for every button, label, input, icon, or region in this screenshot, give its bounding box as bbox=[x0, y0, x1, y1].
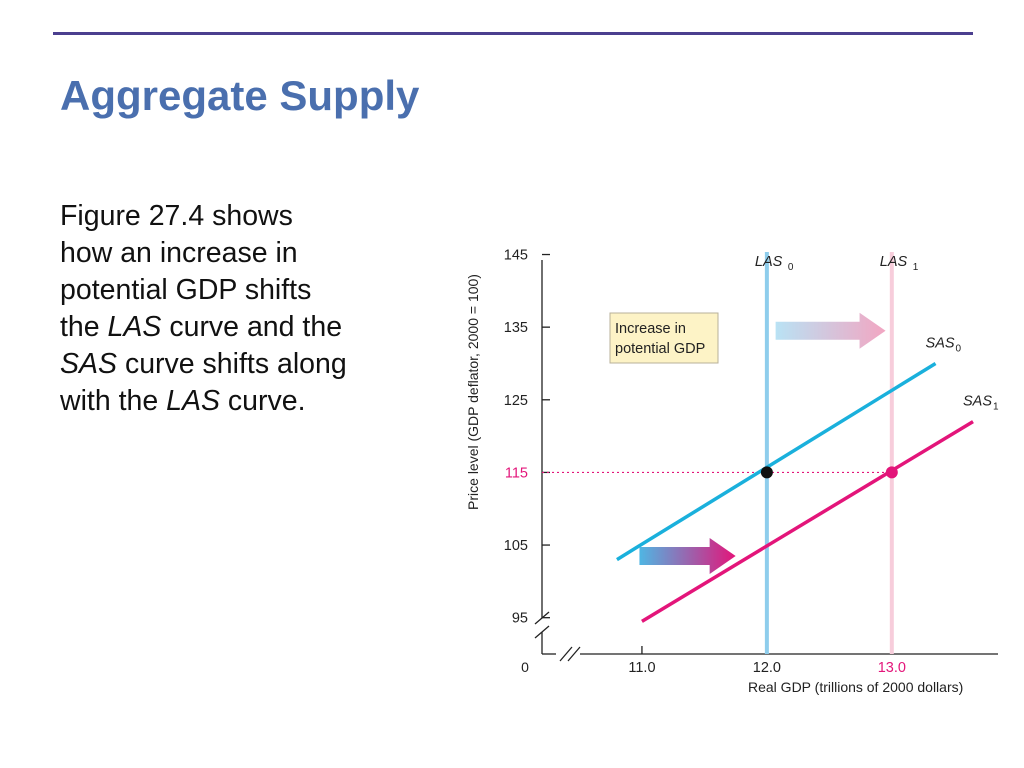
y-axis: 95 105 115 125 135 145 bbox=[504, 248, 550, 654]
las-label: LAS bbox=[880, 254, 908, 270]
equilibrium-points bbox=[760, 466, 898, 479]
y-tick-label: 145 bbox=[504, 248, 528, 264]
equilibrium-point bbox=[760, 466, 773, 479]
las-term: LAS bbox=[107, 311, 162, 343]
shift-arrow bbox=[639, 537, 736, 574]
las-curves: LAS 0 LAS 1 bbox=[755, 252, 919, 654]
body-text-span: with the bbox=[60, 385, 167, 417]
origin-label: 0 bbox=[521, 659, 529, 675]
sas-line bbox=[616, 361, 937, 562]
y-tick-label: 95 bbox=[512, 611, 528, 627]
annotation-line-2: potential GDP bbox=[615, 341, 705, 357]
sas-line bbox=[641, 420, 974, 623]
sas-term: SAS bbox=[60, 348, 118, 380]
x-tick-label: 13.0 bbox=[878, 660, 906, 676]
y-tick-label: 135 bbox=[504, 320, 528, 336]
y-tick-label: 105 bbox=[504, 538, 528, 554]
sas-label: SAS bbox=[963, 394, 992, 410]
annotation-line-1: Increase in bbox=[615, 321, 686, 337]
body-text-span: the bbox=[60, 311, 108, 343]
top-rule bbox=[53, 32, 973, 35]
slide-title: Aggregate Supply bbox=[60, 72, 420, 119]
x-axis: 11.0 12.0 13.0 bbox=[542, 646, 998, 676]
shift-arrows bbox=[639, 312, 886, 574]
body-line-5: SAS curve shifts along bbox=[60, 346, 420, 383]
y-axis-break-mark bbox=[534, 625, 550, 639]
body-text-span: curve. bbox=[220, 385, 306, 417]
x-axis-label: Real GDP (trillions of 2000 dollars) bbox=[748, 679, 963, 695]
body-line-6: with the LAS curve. bbox=[60, 383, 420, 420]
body-line-4: the LAS curve and the bbox=[60, 309, 420, 346]
las-term: LAS bbox=[166, 385, 221, 417]
annotation-box: Increase in potential GDP bbox=[609, 312, 719, 364]
x-axis-break-mark bbox=[559, 646, 573, 662]
body-text-span: curve and the bbox=[161, 311, 343, 343]
x-tick-label: 12.0 bbox=[753, 660, 781, 676]
body-line-2: how an increase in bbox=[60, 237, 298, 269]
las-label: LAS bbox=[755, 254, 783, 270]
las-subscript: 1 bbox=[913, 262, 919, 273]
body-text-span: curve shifts along bbox=[117, 348, 347, 380]
las-subscript: 0 bbox=[788, 262, 794, 273]
sas-label: SAS bbox=[926, 335, 955, 351]
x-axis-break-mark bbox=[567, 646, 581, 662]
sas-subscript: 0 bbox=[956, 343, 962, 354]
shift-arrow bbox=[775, 312, 886, 349]
x-tick-label: 11.0 bbox=[628, 660, 655, 676]
equilibrium-point bbox=[885, 466, 898, 479]
body-line-1: Figure 27.4 shows bbox=[60, 200, 293, 232]
body-text: Figure 27.4 shows how an increase in pot… bbox=[60, 198, 420, 420]
y-axis-label: Price level (GDP deflator, 2000 = 100) bbox=[465, 274, 481, 510]
body-line-3: potential GDP shifts bbox=[60, 274, 312, 306]
y-tick-label: 125 bbox=[504, 393, 528, 409]
y-tick-label: 115 bbox=[505, 465, 528, 481]
sas-subscript: 1 bbox=[993, 402, 999, 413]
